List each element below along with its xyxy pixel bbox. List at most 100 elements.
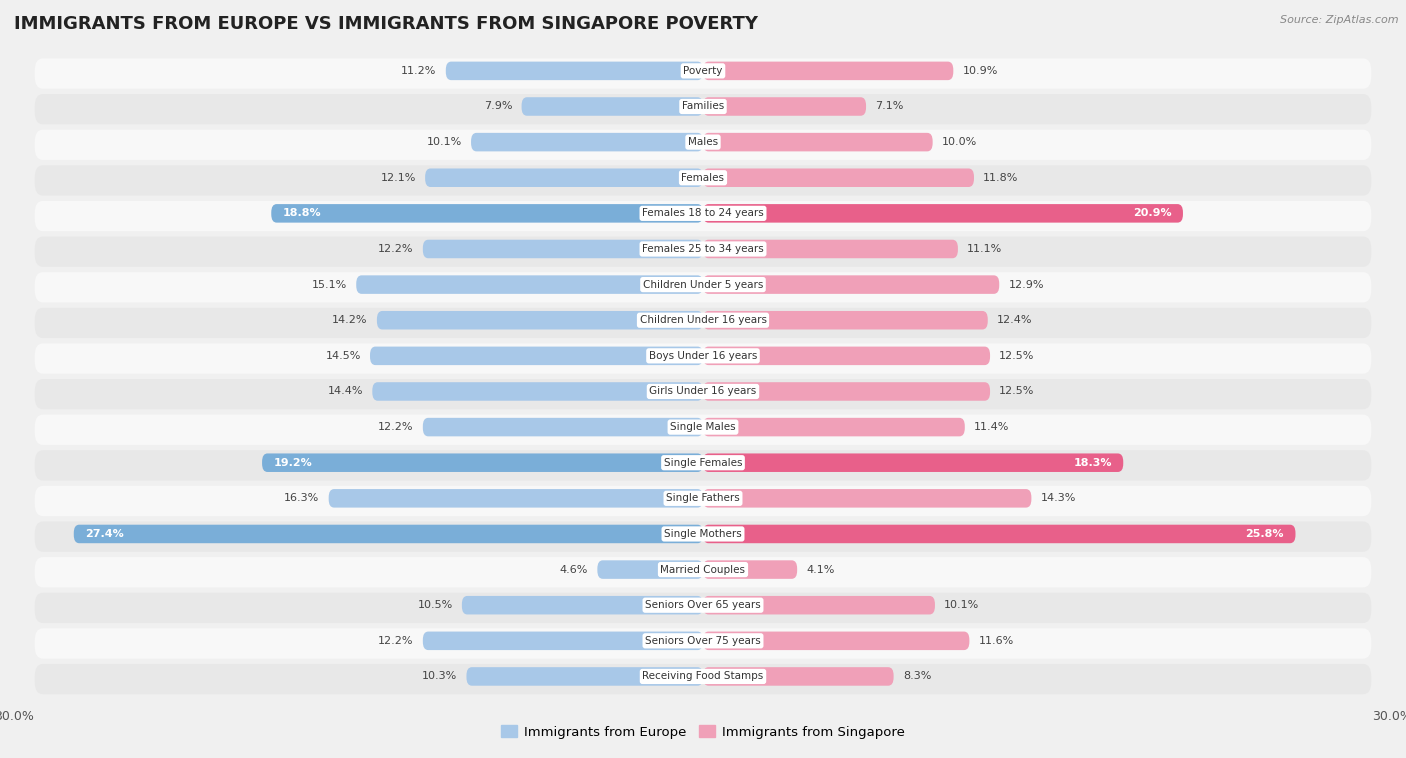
FancyBboxPatch shape	[35, 664, 1371, 694]
Text: Children Under 16 years: Children Under 16 years	[640, 315, 766, 325]
FancyBboxPatch shape	[423, 418, 703, 437]
FancyBboxPatch shape	[471, 133, 703, 152]
FancyBboxPatch shape	[703, 382, 990, 401]
Text: Boys Under 16 years: Boys Under 16 years	[648, 351, 758, 361]
Text: 14.5%: 14.5%	[325, 351, 361, 361]
Text: 10.0%: 10.0%	[942, 137, 977, 147]
FancyBboxPatch shape	[35, 415, 1371, 445]
Text: 10.3%: 10.3%	[422, 672, 457, 681]
FancyBboxPatch shape	[356, 275, 703, 294]
Text: 11.8%: 11.8%	[983, 173, 1018, 183]
Text: Girls Under 16 years: Girls Under 16 years	[650, 387, 756, 396]
Text: 20.9%: 20.9%	[1133, 208, 1171, 218]
Text: Married Couples: Married Couples	[661, 565, 745, 575]
Text: 12.1%: 12.1%	[381, 173, 416, 183]
Text: 19.2%: 19.2%	[274, 458, 312, 468]
FancyBboxPatch shape	[35, 450, 1371, 481]
FancyBboxPatch shape	[423, 631, 703, 650]
Text: Single Fathers: Single Fathers	[666, 493, 740, 503]
FancyBboxPatch shape	[35, 236, 1371, 267]
Text: Seniors Over 75 years: Seniors Over 75 years	[645, 636, 761, 646]
FancyBboxPatch shape	[703, 311, 988, 330]
FancyBboxPatch shape	[703, 97, 866, 116]
Text: 12.2%: 12.2%	[378, 422, 413, 432]
FancyBboxPatch shape	[425, 168, 703, 187]
FancyBboxPatch shape	[703, 240, 957, 258]
Text: Families: Families	[682, 102, 724, 111]
Text: 12.2%: 12.2%	[378, 244, 413, 254]
Text: Receiving Food Stamps: Receiving Food Stamps	[643, 672, 763, 681]
Text: Source: ZipAtlas.com: Source: ZipAtlas.com	[1281, 15, 1399, 25]
Text: 15.1%: 15.1%	[312, 280, 347, 290]
FancyBboxPatch shape	[522, 97, 703, 116]
FancyBboxPatch shape	[35, 343, 1371, 374]
FancyBboxPatch shape	[703, 596, 935, 615]
FancyBboxPatch shape	[35, 593, 1371, 623]
Text: Children Under 5 years: Children Under 5 years	[643, 280, 763, 290]
FancyBboxPatch shape	[423, 240, 703, 258]
Text: 10.1%: 10.1%	[945, 600, 980, 610]
FancyBboxPatch shape	[329, 489, 703, 508]
FancyBboxPatch shape	[703, 61, 953, 80]
FancyBboxPatch shape	[467, 667, 703, 686]
Text: 4.1%: 4.1%	[807, 565, 835, 575]
FancyBboxPatch shape	[703, 489, 1032, 508]
Text: Single Mothers: Single Mothers	[664, 529, 742, 539]
FancyBboxPatch shape	[703, 418, 965, 437]
FancyBboxPatch shape	[262, 453, 703, 472]
Text: 27.4%: 27.4%	[86, 529, 124, 539]
FancyBboxPatch shape	[35, 272, 1371, 302]
FancyBboxPatch shape	[703, 133, 932, 152]
Text: IMMIGRANTS FROM EUROPE VS IMMIGRANTS FROM SINGAPORE POVERTY: IMMIGRANTS FROM EUROPE VS IMMIGRANTS FRO…	[14, 15, 758, 33]
FancyBboxPatch shape	[461, 596, 703, 615]
Text: 11.2%: 11.2%	[401, 66, 437, 76]
FancyBboxPatch shape	[703, 631, 969, 650]
Text: 16.3%: 16.3%	[284, 493, 319, 503]
FancyBboxPatch shape	[703, 346, 990, 365]
FancyBboxPatch shape	[703, 560, 797, 579]
FancyBboxPatch shape	[271, 204, 703, 223]
Text: 12.2%: 12.2%	[378, 636, 413, 646]
Text: 10.1%: 10.1%	[426, 137, 461, 147]
FancyBboxPatch shape	[35, 308, 1371, 338]
Text: 11.6%: 11.6%	[979, 636, 1014, 646]
Text: Poverty: Poverty	[683, 66, 723, 76]
FancyBboxPatch shape	[373, 382, 703, 401]
Text: 14.4%: 14.4%	[328, 387, 363, 396]
Text: 12.5%: 12.5%	[1000, 387, 1035, 396]
FancyBboxPatch shape	[35, 628, 1371, 659]
FancyBboxPatch shape	[35, 486, 1371, 516]
Text: Females 25 to 34 years: Females 25 to 34 years	[643, 244, 763, 254]
FancyBboxPatch shape	[703, 275, 1000, 294]
FancyBboxPatch shape	[446, 61, 703, 80]
Text: 7.1%: 7.1%	[875, 102, 904, 111]
Text: 10.5%: 10.5%	[418, 600, 453, 610]
FancyBboxPatch shape	[703, 453, 1123, 472]
Text: 12.5%: 12.5%	[1000, 351, 1035, 361]
Text: 18.3%: 18.3%	[1073, 458, 1112, 468]
FancyBboxPatch shape	[377, 311, 703, 330]
Text: Females: Females	[682, 173, 724, 183]
Text: Seniors Over 65 years: Seniors Over 65 years	[645, 600, 761, 610]
FancyBboxPatch shape	[703, 168, 974, 187]
Text: 12.9%: 12.9%	[1008, 280, 1043, 290]
FancyBboxPatch shape	[703, 204, 1182, 223]
Text: 12.4%: 12.4%	[997, 315, 1032, 325]
Text: 18.8%: 18.8%	[283, 208, 322, 218]
FancyBboxPatch shape	[35, 94, 1371, 124]
Text: Single Males: Single Males	[671, 422, 735, 432]
Text: Males: Males	[688, 137, 718, 147]
Text: 14.2%: 14.2%	[332, 315, 368, 325]
FancyBboxPatch shape	[73, 525, 703, 543]
Text: 14.3%: 14.3%	[1040, 493, 1076, 503]
FancyBboxPatch shape	[35, 130, 1371, 160]
Text: 4.6%: 4.6%	[560, 565, 588, 575]
FancyBboxPatch shape	[598, 560, 703, 579]
FancyBboxPatch shape	[370, 346, 703, 365]
FancyBboxPatch shape	[35, 58, 1371, 89]
FancyBboxPatch shape	[703, 667, 894, 686]
Text: 10.9%: 10.9%	[963, 66, 998, 76]
Text: 8.3%: 8.3%	[903, 672, 931, 681]
FancyBboxPatch shape	[35, 201, 1371, 231]
Text: Females 18 to 24 years: Females 18 to 24 years	[643, 208, 763, 218]
